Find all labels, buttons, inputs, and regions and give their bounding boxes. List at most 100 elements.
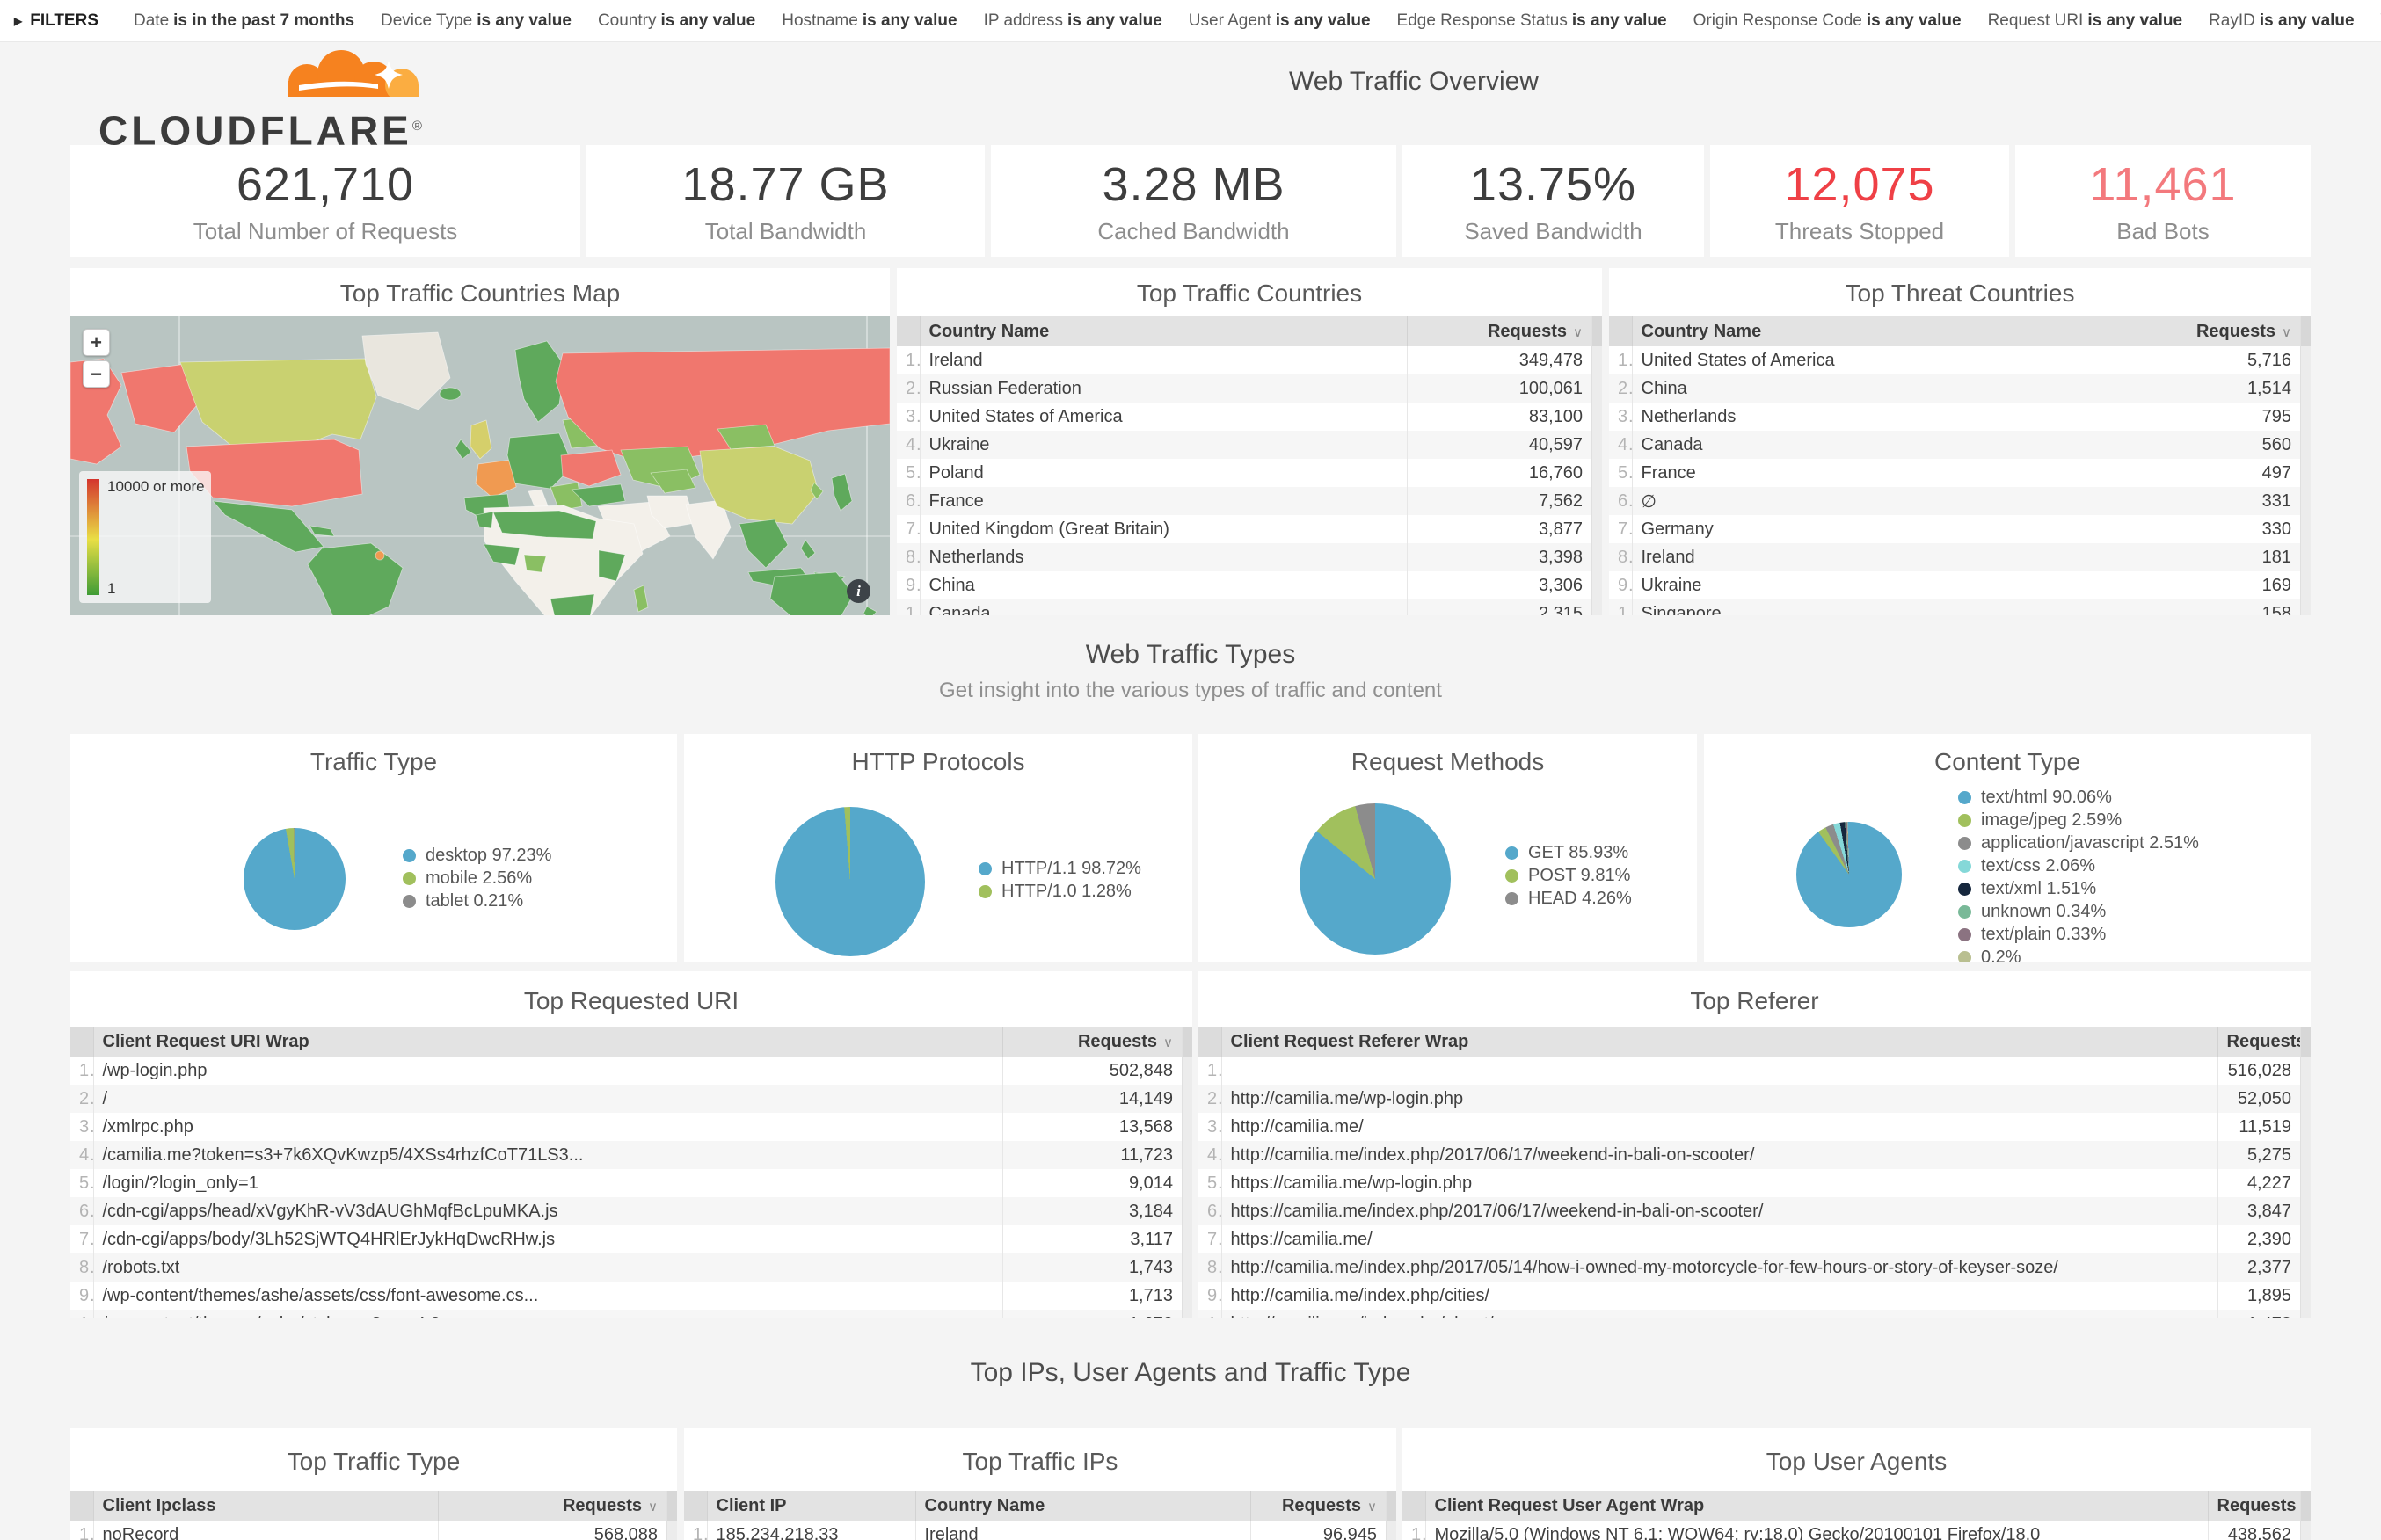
table-row[interactable]: 2 China 1,514 — [1609, 374, 2311, 403]
sort-chevron-icon[interactable]: ∨ — [1163, 1035, 1173, 1050]
table-row[interactable]: 4/camilia.me?token=s3+7k6XQvKwzp5/4XSs4r… — [70, 1141, 1192, 1169]
column-header[interactable]: Client Request User Agent Wrap — [1424, 1491, 2208, 1521]
map-region[interactable] — [550, 593, 595, 615]
table-row[interactable]: 3 United States of America 83,100 — [897, 403, 1602, 431]
table-row[interactable]: 2/14,149 — [70, 1085, 1192, 1113]
table-row[interactable]: 10http://camilia.me/index.php/about/1,47… — [1198, 1310, 2311, 1318]
table-row[interactable]: 7 Germany 330 — [1609, 515, 2311, 543]
filter-pill-origin-response-code[interactable]: Origin Response Code is any value — [1693, 11, 1962, 30]
table-row[interactable]: 5 France 497 — [1609, 459, 2311, 487]
filters-toggle[interactable]: ▶ FILTERS — [14, 11, 98, 31]
table-row[interactable]: 2 http://camilia.me/wp-login.php 52,050 — [1198, 1085, 2311, 1113]
legend-item[interactable]: mobile 2.56% — [403, 867, 551, 890]
table-row[interactable]: 8 Ireland 181 — [1609, 543, 2311, 571]
world-map[interactable]: + − 10000 or more 1 i — [70, 316, 890, 615]
content-type-pie-chart[interactable] — [1796, 822, 1902, 927]
legend-item[interactable]: desktop 97.23% — [403, 844, 551, 867]
filter-pill-rayid[interactable]: RayID is any value — [2209, 11, 2355, 30]
column-header[interactable]: Requests∨ — [437, 1491, 677, 1521]
map-region[interactable] — [598, 549, 626, 582]
map-region[interactable] — [633, 585, 649, 613]
table-row[interactable]: 1 Ireland 349,478 — [897, 346, 1602, 374]
map-region[interactable] — [309, 525, 335, 537]
map-region[interactable] — [514, 340, 565, 423]
table-row[interactable]: 6 https://camilia.me/index.php/2017/06/17… — [1198, 1197, 2311, 1225]
map-region[interactable] — [560, 449, 622, 487]
legend-item[interactable]: HEAD 4.26% — [1505, 887, 1632, 910]
traffic-type-pie-chart[interactable] — [244, 828, 346, 930]
map-region[interactable] — [439, 387, 462, 401]
filter-pill-device-type[interactable]: Device Type is any value — [381, 11, 572, 30]
map-info-icon[interactable]: i — [847, 579, 870, 603]
table-row[interactable]: 2 Russian Federation 100,061 — [897, 374, 1602, 403]
table-row[interactable]: 9 Ukraine 169 — [1609, 571, 2311, 599]
table-row[interactable]: 3/xmlrpc.php 13,568 — [70, 1113, 1192, 1141]
filter-pill-date[interactable]: Date is in the past 7 months — [134, 11, 355, 30]
map-region[interactable] — [646, 495, 696, 529]
column-header[interactable]: Client Request Referer Wrap — [1220, 1027, 2217, 1057]
scrollbar[interactable] — [2300, 1491, 2311, 1540]
legend-item[interactable]: GET 85.93% — [1505, 841, 1632, 864]
map-region[interactable] — [800, 539, 816, 560]
column-header[interactable]: Client Ipclass — [92, 1491, 438, 1521]
map-region[interactable] — [523, 554, 547, 573]
table-row[interactable]: 4 http://camilia.me/index.php/2017/06/17/… — [1198, 1141, 2311, 1169]
legend-item[interactable]: 0.2% — [1958, 946, 2199, 962]
map-region[interactable] — [361, 331, 451, 410]
filter-pill-edge-response-status[interactable]: Edge Response Status is any value — [1396, 11, 1667, 30]
filter-pill-request-uri[interactable]: Request URI is any value — [1987, 11, 2183, 30]
filter-pill-country[interactable]: Country is any value — [597, 11, 756, 30]
table-row[interactable]: 7 United Kingdom (Great Britain) 3,877 — [897, 515, 1602, 543]
column-header[interactable]: Requests∨ — [1249, 1491, 1396, 1521]
map-region[interactable] — [650, 469, 696, 494]
table-row[interactable]: 6 France 7,562 — [897, 487, 1602, 515]
table-row[interactable]: 10Singapore158 — [1609, 599, 2311, 615]
table-row[interactable]: 5 Poland 16,760 — [897, 459, 1602, 487]
table-row[interactable]: 8 http://camilia.me/index.php/2017/05/14/… — [1198, 1253, 2311, 1282]
map-region[interactable] — [717, 424, 775, 450]
map-region[interactable] — [470, 419, 492, 460]
table-row[interactable]: 3 http://camilia.me/11,519 — [1198, 1113, 2311, 1141]
sort-chevron-icon[interactable]: ∨ — [2282, 324, 2291, 340]
table-row[interactable]: 5 https://camilia.me/wp-login.php 4,227 — [1198, 1169, 2311, 1197]
map-region[interactable] — [375, 550, 385, 561]
map-region[interactable] — [863, 606, 877, 615]
table-row[interactable]: 3 Netherlands 795 — [1609, 403, 2311, 431]
map-region[interactable] — [475, 459, 517, 498]
map-region[interactable] — [739, 519, 789, 569]
map-region[interactable] — [186, 439, 363, 507]
table-row[interactable]: 1 noRecord 568,088 — [70, 1521, 677, 1540]
sort-chevron-icon[interactable]: ∨ — [648, 1499, 658, 1515]
scrollbar[interactable] — [2300, 316, 2311, 615]
table-row[interactable]: 10/wp-content/themes/ashe/style.css?ver=… — [70, 1310, 1192, 1318]
table-row[interactable]: 9/wp-content/themes/ashe/assets/css/font… — [70, 1282, 1192, 1310]
table-row[interactable]: 6 ∅ 331 — [1609, 487, 2311, 515]
legend-item[interactable]: application/javascript 2.51% — [1958, 832, 2199, 854]
table-row[interactable]: 1 516,028 — [1198, 1057, 2311, 1085]
http-protocols-pie-chart[interactable] — [775, 807, 925, 956]
map-region[interactable] — [492, 510, 597, 540]
map-region[interactable] — [810, 482, 824, 500]
legend-item[interactable]: text/plain 0.33% — [1958, 923, 2199, 946]
table-row[interactable]: 6/cdn-cgi/apps/head/xVgyKhR-vV3dAUGhMqfB… — [70, 1197, 1192, 1225]
sort-chevron-icon[interactable]: ∨ — [1573, 324, 1583, 340]
map-region[interactable] — [699, 446, 819, 525]
map-zoom-out-button[interactable]: − — [83, 360, 110, 388]
map-zoom-in-button[interactable]: + — [83, 329, 110, 356]
map-region[interactable] — [769, 571, 855, 615]
map-region[interactable] — [831, 473, 853, 512]
column-header[interactable]: Requests∨ — [1406, 316, 1602, 346]
filter-pill-user-agent[interactable]: User Agent is any value — [1188, 11, 1371, 30]
column-header[interactable]: Requests∨ — [2217, 1027, 2311, 1057]
table-row[interactable]: 5/login/?login_only=1 9,014 — [70, 1169, 1192, 1197]
table-row[interactable]: 4 Ukraine 40,597 — [897, 431, 1602, 459]
table-row[interactable]: 1 United States of America 5,716 — [1609, 346, 2311, 374]
map-region[interactable] — [212, 500, 324, 553]
table-row[interactable]: 4 Canada 560 — [1609, 431, 2311, 459]
legend-item[interactable]: image/jpeg 2.59% — [1958, 809, 2199, 832]
legend-item[interactable]: tablet 0.21% — [403, 890, 551, 912]
table-row[interactable]: 1/wp-login.php 502,848 — [70, 1057, 1192, 1085]
column-header[interactable]: Country Name — [919, 316, 1407, 346]
table-row[interactable]: 9 http://camilia.me/index.php/cities/1,89… — [1198, 1282, 2311, 1310]
table-row[interactable]: 1 Mozilla/5.0 (Windows NT 6.1; WOW64; rv:… — [1402, 1521, 2311, 1540]
